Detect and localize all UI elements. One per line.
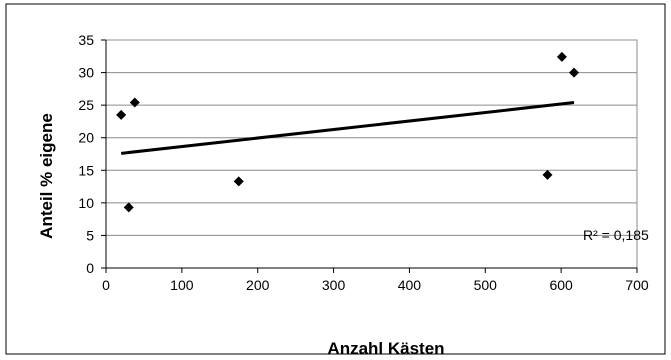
y-axis-title: Anteil % eigene xyxy=(37,113,56,239)
y-tick-label-1: 5 xyxy=(86,227,94,243)
x-tick-label-5: 500 xyxy=(474,277,498,293)
x-tick-label-2: 200 xyxy=(246,277,270,293)
data-point-0-0 xyxy=(116,109,127,120)
data-points xyxy=(116,51,580,213)
y-tick-labels: 0 5 10 15 20 25 30 35 xyxy=(78,32,106,276)
chart-frame xyxy=(5,3,666,355)
data-point-0-5 xyxy=(556,51,567,62)
data-point-0-4 xyxy=(542,169,553,180)
y-tick-label-0: 0 xyxy=(86,260,94,276)
data-point-0-2 xyxy=(129,97,140,108)
data-point-0-6 xyxy=(569,67,580,78)
data-point-0-1 xyxy=(123,202,134,213)
y-tick-label-2: 10 xyxy=(78,195,94,211)
y-tick-label-4: 20 xyxy=(78,130,94,146)
y-tick-label-5: 25 xyxy=(78,97,94,113)
r-squared-annotation: R² = 0,185 xyxy=(583,227,649,243)
x-tick-label-6: 600 xyxy=(549,277,573,293)
y-tick-label-7: 35 xyxy=(78,32,94,48)
y-tick-label-6: 30 xyxy=(78,65,94,81)
trendline xyxy=(121,101,575,155)
x-tick-label-4: 400 xyxy=(398,277,422,293)
x-tick-label-3: 300 xyxy=(322,277,346,293)
x-tick-label-7: 700 xyxy=(625,277,649,293)
x-tick-label-0: 0 xyxy=(102,277,110,293)
x-tick-labels: 0 100 200 300 400 500 600 700 xyxy=(102,268,649,293)
x-tick-label-1: 100 xyxy=(170,277,194,293)
data-point-0-3 xyxy=(233,176,244,187)
x-axis-title: Anzahl Kästen xyxy=(327,339,444,358)
y-tick-label-3: 15 xyxy=(78,162,94,178)
